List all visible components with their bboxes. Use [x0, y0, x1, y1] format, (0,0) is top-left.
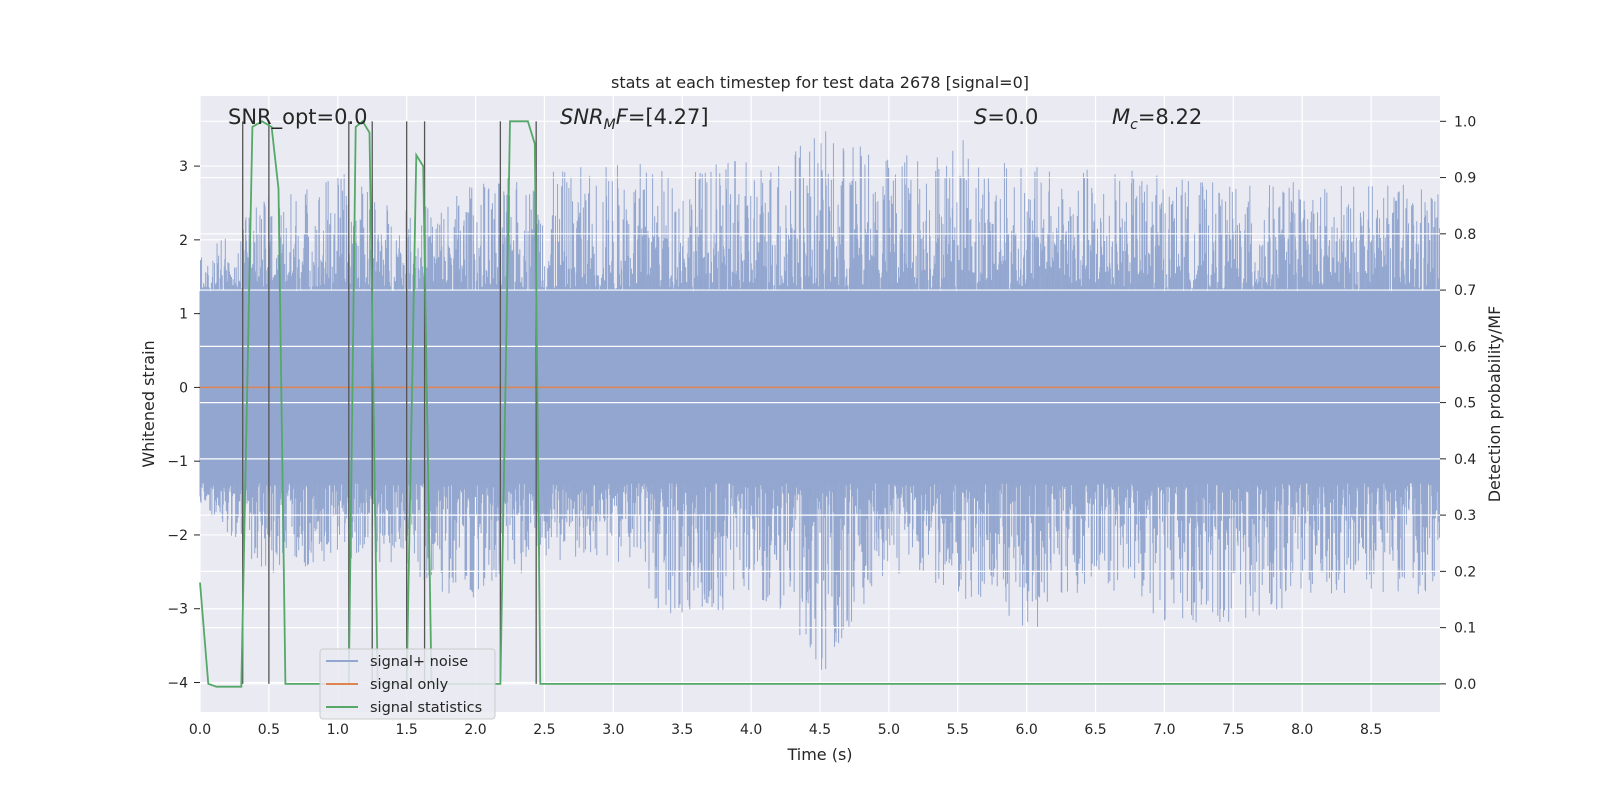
annotations: SNR_opt=0.0 SNRMF=[4.27] S=0.0 Mc=8.22	[228, 105, 1202, 133]
x-tick-label: 5.5	[947, 722, 969, 738]
y-left-tick-label: −1	[167, 454, 188, 470]
x-tick-label: 7.5	[1222, 722, 1244, 738]
y-left-tick-label: 1	[179, 307, 188, 323]
legend: signal+ noise signal only signal statist…	[319, 648, 496, 720]
y-ticks-left: −4 −3 −2 −1 0 1 2 3	[167, 159, 200, 691]
y-right-tick-label: 0.2	[1454, 564, 1476, 580]
x-tick-label: 1.0	[327, 722, 349, 738]
y-axis-label-right: Detection probability/MF	[1485, 306, 1504, 503]
x-tick-label: 3.0	[602, 722, 624, 738]
signal-statistics-series	[199, 119, 1440, 688]
x-tick-label: 2.0	[464, 722, 486, 738]
y-right-tick-label: 0.5	[1454, 396, 1476, 412]
y-left-tick-label: −4	[167, 675, 188, 691]
annotation-snr-mf: SNRMF=[4.27]	[560, 105, 709, 133]
noise-band-spikes	[199, 131, 1440, 670]
legend-label-signal-only: signal only	[370, 677, 449, 693]
x-tick-label: 6.5	[1084, 722, 1106, 738]
x-ticks: 0.0 0.5 1.0 1.5 2.0 2.5 3.0 3.5 4.0 4.5 5.0 5.5 6.0 6…	[189, 722, 1382, 738]
annotation-snr-opt: SNR_opt=0.0	[228, 105, 368, 130]
x-tick-label: 3.5	[671, 722, 693, 738]
x-tick-label: 4.0	[740, 722, 762, 738]
y-left-tick-label: 2	[179, 233, 188, 249]
x-tick-label: 1.5	[396, 722, 418, 738]
x-axis-label: Time (s)	[786, 745, 852, 764]
x-tick-label: 8.0	[1291, 722, 1313, 738]
x-tick-label: 8.5	[1360, 722, 1382, 738]
x-tick-label: 4.5	[809, 722, 831, 738]
y-left-tick-label: −2	[167, 528, 188, 544]
x-tick-label: 5.0	[878, 722, 900, 738]
y-ticks-right: 0.0 0.1 0.2 0.3 0.4 0.5 0.6 0.7 0.8 0.9 1.0	[1440, 114, 1476, 693]
x-tick-label: 7.0	[1153, 722, 1175, 738]
y-right-tick-label: 0.8	[1454, 227, 1476, 243]
signal-statistics-line	[199, 119, 1440, 688]
legend-label-signal-statistics: signal statistics	[370, 700, 482, 716]
y-axis-label-left: Whitened strain	[139, 340, 158, 467]
y-left-tick-label: −3	[167, 602, 188, 618]
y-right-tick-label: 0.3	[1454, 508, 1476, 524]
x-tick-label: 2.5	[533, 722, 555, 738]
y-right-tick-label: 0.1	[1454, 621, 1476, 637]
y-right-tick-label: 1.0	[1454, 114, 1476, 130]
y-right-tick-label: 0.4	[1454, 452, 1476, 468]
y-right-tick-label: 0.7	[1454, 283, 1476, 299]
annotation-mc-value: Mc=8.22	[1112, 105, 1202, 133]
y-right-tick-label: 0.9	[1454, 171, 1476, 187]
legend-label-signal-noise: signal+ noise	[370, 654, 468, 670]
x-tick-label: 6.0	[1016, 722, 1038, 738]
x-tick-label: 0.5	[258, 722, 280, 738]
y-left-tick-label: 0	[179, 380, 188, 396]
x-tick-label: 0.0	[189, 722, 211, 738]
y-left-tick-label: 3	[179, 159, 188, 175]
legend-box	[319, 648, 496, 720]
y-right-tick-label: 0.0	[1454, 677, 1476, 693]
chart-title: stats at each timestep for test data 267…	[611, 73, 1029, 92]
annotation-s-value: S=0.0	[974, 105, 1038, 129]
y-right-tick-label: 0.6	[1454, 339, 1476, 355]
